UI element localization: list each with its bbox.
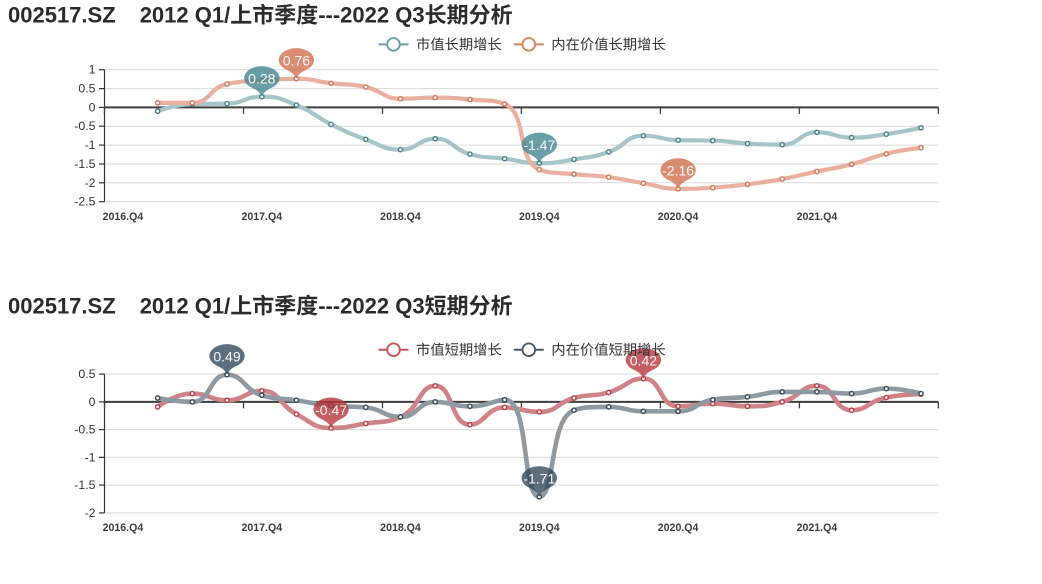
svg-text:2018.Q4: 2018.Q4 bbox=[380, 211, 421, 223]
svg-text:0.5: 0.5 bbox=[78, 82, 95, 96]
svg-text:0.76: 0.76 bbox=[283, 52, 310, 68]
svg-text:2018.Q4: 2018.Q4 bbox=[380, 522, 421, 534]
svg-text:-1.5: -1.5 bbox=[74, 478, 95, 492]
svg-text:-2: -2 bbox=[85, 176, 96, 190]
svg-text:---2022 Q3: ---2022 Q3 bbox=[318, 3, 424, 28]
svg-text:1: 1 bbox=[89, 63, 96, 77]
svg-text:-1.47: -1.47 bbox=[523, 137, 555, 153]
svg-text:0.5: 0.5 bbox=[78, 367, 95, 381]
svg-text:-1: -1 bbox=[85, 138, 96, 152]
svg-text:0.49: 0.49 bbox=[213, 349, 240, 365]
svg-text:2020.Q4: 2020.Q4 bbox=[658, 211, 699, 223]
svg-text:2019.Q4: 2019.Q4 bbox=[519, 211, 560, 223]
svg-text:0.28: 0.28 bbox=[248, 71, 275, 87]
svg-text:-0.5: -0.5 bbox=[74, 423, 95, 437]
svg-text:-0.47: -0.47 bbox=[315, 402, 347, 418]
svg-text:2020.Q4: 2020.Q4 bbox=[658, 522, 699, 534]
svg-text:2017.Q4: 2017.Q4 bbox=[241, 522, 282, 534]
svg-text:-2.16: -2.16 bbox=[662, 163, 694, 179]
svg-text:0.42: 0.42 bbox=[630, 352, 657, 368]
svg-text:2016.Q4: 2016.Q4 bbox=[103, 211, 144, 223]
svg-text:2019.Q4: 2019.Q4 bbox=[519, 522, 560, 534]
svg-text:2012 Q1/: 2012 Q1/ bbox=[140, 294, 231, 319]
svg-text:2012 Q1/: 2012 Q1/ bbox=[140, 3, 231, 28]
svg-text:-2: -2 bbox=[85, 506, 96, 520]
svg-text:002517.SZ: 002517.SZ bbox=[8, 3, 116, 28]
svg-text:2017.Q4: 2017.Q4 bbox=[241, 211, 282, 223]
svg-text:2021.Q4: 2021.Q4 bbox=[797, 211, 838, 223]
svg-text:-1.71: -1.71 bbox=[523, 471, 555, 487]
svg-text:-0.5: -0.5 bbox=[74, 119, 95, 133]
svg-text:-2.5: -2.5 bbox=[74, 195, 95, 209]
svg-text:-1: -1 bbox=[85, 450, 96, 464]
svg-text:0: 0 bbox=[89, 395, 96, 409]
svg-text:2021.Q4: 2021.Q4 bbox=[797, 522, 838, 534]
svg-text:002517.SZ: 002517.SZ bbox=[8, 294, 116, 319]
svg-text:-1.5: -1.5 bbox=[74, 157, 95, 171]
svg-text:2016.Q4: 2016.Q4 bbox=[103, 522, 144, 534]
svg-text:---2022 Q3: ---2022 Q3 bbox=[318, 294, 424, 319]
svg-text:0: 0 bbox=[89, 100, 96, 114]
